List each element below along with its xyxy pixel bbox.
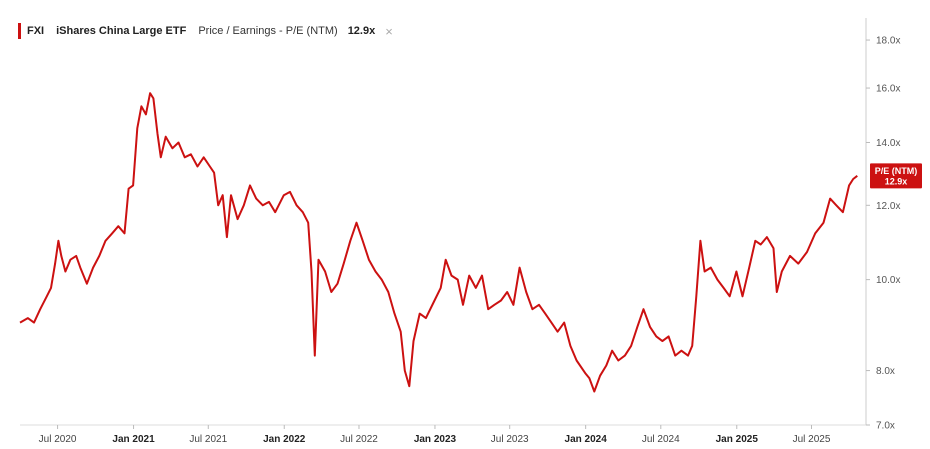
x-tick-label: Jan 2025 <box>716 434 759 445</box>
x-tick-label: Jan 2023 <box>414 434 457 445</box>
x-tick-label: Jul 2025 <box>793 434 831 445</box>
x-tick-label: Jan 2024 <box>565 434 608 445</box>
x-axis: Jul 2020 Jan 2021 Jul 2021 Jan 2022 Jul 2022… <box>20 424 866 445</box>
y-tick-label: 8.0x <box>876 366 895 377</box>
x-tick-label: Jan 2021 <box>112 434 155 445</box>
y-tick-label: 16.0x <box>876 84 900 95</box>
legend-value: 12.9x <box>347 25 376 37</box>
x-tick-label: Jul 2022 <box>340 434 378 445</box>
current-value-tag-box <box>870 163 922 189</box>
y-axis: 7.0x 8.0x 10.0x 12.0x 14.0x 16.0x 18.0x <box>865 18 900 432</box>
x-tick-label: Jul 2021 <box>189 434 227 445</box>
y-tick-label: 10.0x <box>876 275 900 286</box>
series-legend: FXI iShares China Large ETF Price / Earn… <box>18 20 399 42</box>
current-value-tag-value: 12.9x <box>885 176 908 186</box>
x-tick-label: Jul 2024 <box>642 434 680 445</box>
current-value-tag-label: P/E (NTM) <box>875 166 918 176</box>
y-tick-label: 12.0x <box>876 201 900 212</box>
y-tick-label: 7.0x <box>876 421 895 432</box>
y-tick-label: 14.0x <box>876 138 900 149</box>
legend-metric: Price / Earnings - P/E (NTM) <box>198 25 338 37</box>
legend-close-icon[interactable]: × <box>385 23 393 39</box>
x-tick-label: Jul 2020 <box>39 434 77 445</box>
pe-series-line <box>19 92 858 393</box>
legend-ticker: FXI <box>27 25 45 37</box>
legend-color-bar <box>18 23 21 39</box>
x-tick-label: Jan 2022 <box>263 434 306 445</box>
legend-fund-name: iShares China Large ETF <box>56 25 187 37</box>
current-value-tag: P/E (NTM) 12.9x <box>870 163 922 189</box>
x-tick-label: Jul 2023 <box>491 434 529 445</box>
y-tick-label: 18.0x <box>876 36 900 47</box>
